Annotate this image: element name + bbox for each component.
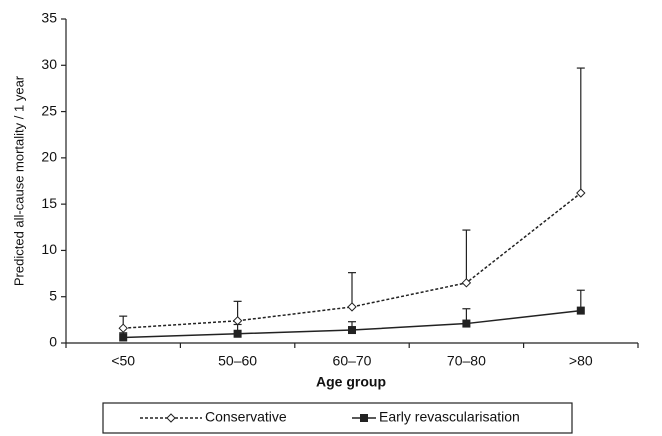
y-tick-label: 5 [49, 287, 57, 303]
y-tick-label: 20 [41, 149, 57, 165]
x-axis-label: Age group [316, 374, 386, 390]
data-point [348, 326, 356, 335]
y-tick-label: 15 [41, 195, 57, 211]
data-point [461, 278, 472, 288]
x-tick-label: 50–60 [218, 353, 257, 369]
legend-box [102, 402, 573, 434]
legend-marker [166, 413, 176, 423]
legend-label: Early revascularisation [379, 409, 520, 425]
y-tick-label: 10 [41, 241, 57, 257]
y-tick-label: 25 [41, 102, 57, 118]
legend-label: Conservative [205, 409, 287, 425]
y-axis-label: Predicted all-cause mortality / 1 year [11, 75, 26, 286]
series-line [123, 192, 582, 329]
legend-marker [360, 414, 368, 422]
data-point [119, 333, 128, 342]
data-point [232, 316, 243, 326]
y-tick-label: 35 [41, 10, 57, 26]
x-tick-label: 70–80 [447, 353, 486, 369]
x-tick-label: >80 [569, 353, 593, 369]
y-tick-label: 30 [41, 56, 57, 72]
data-point [576, 306, 585, 315]
x-tick-label: <50 [111, 353, 135, 369]
data-point [233, 329, 242, 338]
data-point [347, 302, 357, 312]
data-point [118, 323, 128, 333]
x-tick-label: 60–70 [333, 353, 372, 369]
y-tick-label: 0 [49, 334, 57, 350]
data-point [576, 188, 586, 198]
data-point [462, 319, 471, 328]
